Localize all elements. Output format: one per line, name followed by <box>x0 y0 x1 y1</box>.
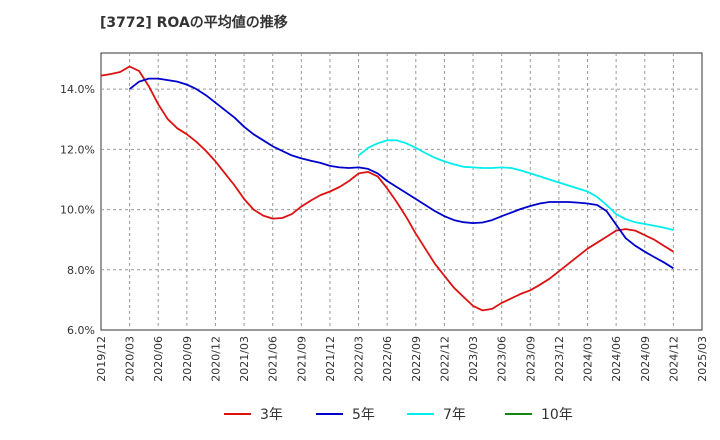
legend-item-4: 10年 <box>505 407 573 423</box>
x-tick-label: 2024/09 <box>639 336 652 382</box>
legend-label: 10年 <box>541 407 573 423</box>
x-tick-label: 2022/06 <box>381 336 394 382</box>
x-tick-label: 2024/03 <box>582 336 595 382</box>
y-tick-label: 10.0% <box>60 204 95 217</box>
x-tick-label: 2021/09 <box>295 336 308 382</box>
x-tick-label: 2023/12 <box>553 336 566 382</box>
y-tick-label: 14.0% <box>60 83 95 96</box>
legend-item-3: 7年 <box>407 407 466 423</box>
plot-area <box>100 52 703 331</box>
y-axis-ticks: 6.0% 8.0% 10.0% 12.0% 14.0% <box>60 83 95 337</box>
series-line-3 <box>358 139 674 231</box>
x-tick-label: 2021/03 <box>238 336 251 382</box>
x-tick-label: 2022/09 <box>410 336 423 382</box>
series-line-2 <box>129 77 674 270</box>
x-tick-label: 2020/12 <box>209 336 222 382</box>
legend-item-1: 3年 <box>224 407 283 423</box>
legend-item-2: 5年 <box>316 407 375 423</box>
x-tick-label: 2024/12 <box>667 336 680 382</box>
series-line-1 <box>100 65 674 312</box>
x-tick-label: 2025/03 <box>696 336 709 382</box>
legend: 3年 5年 7年 10年 <box>224 407 573 423</box>
y-tick-label: 6.0% <box>67 324 95 337</box>
x-tick-label: 2021/12 <box>324 336 337 382</box>
x-tick-label: 2021/06 <box>267 336 280 382</box>
y-tick-label: 12.0% <box>60 143 95 156</box>
x-tick-label: 2020/03 <box>124 336 137 382</box>
chart-title: [3772] ROAの平均値の推移 <box>100 14 288 31</box>
legend-label: 3年 <box>260 407 283 423</box>
legend-label: 5年 <box>352 407 375 423</box>
x-tick-label: 2023/09 <box>524 336 537 382</box>
x-tick-label: 2020/06 <box>152 336 165 382</box>
x-tick-label: 2023/03 <box>467 336 480 382</box>
x-tick-label: 2023/06 <box>496 336 509 382</box>
x-tick-label: 2022/12 <box>438 336 451 382</box>
x-axis-ticks: 2019/12 2020/03 2020/06 2020/09 2020/12 2021/… <box>95 336 709 382</box>
legend-label: 7年 <box>443 407 466 423</box>
plot-frame <box>100 52 703 331</box>
x-tick-label: 2019/12 <box>95 336 108 382</box>
x-tick-label: 2022/03 <box>353 336 366 382</box>
x-tick-label: 2020/09 <box>181 336 194 382</box>
y-tick-label: 8.0% <box>67 264 95 277</box>
x-tick-label: 2024/06 <box>610 336 623 382</box>
series-lines <box>100 65 674 312</box>
